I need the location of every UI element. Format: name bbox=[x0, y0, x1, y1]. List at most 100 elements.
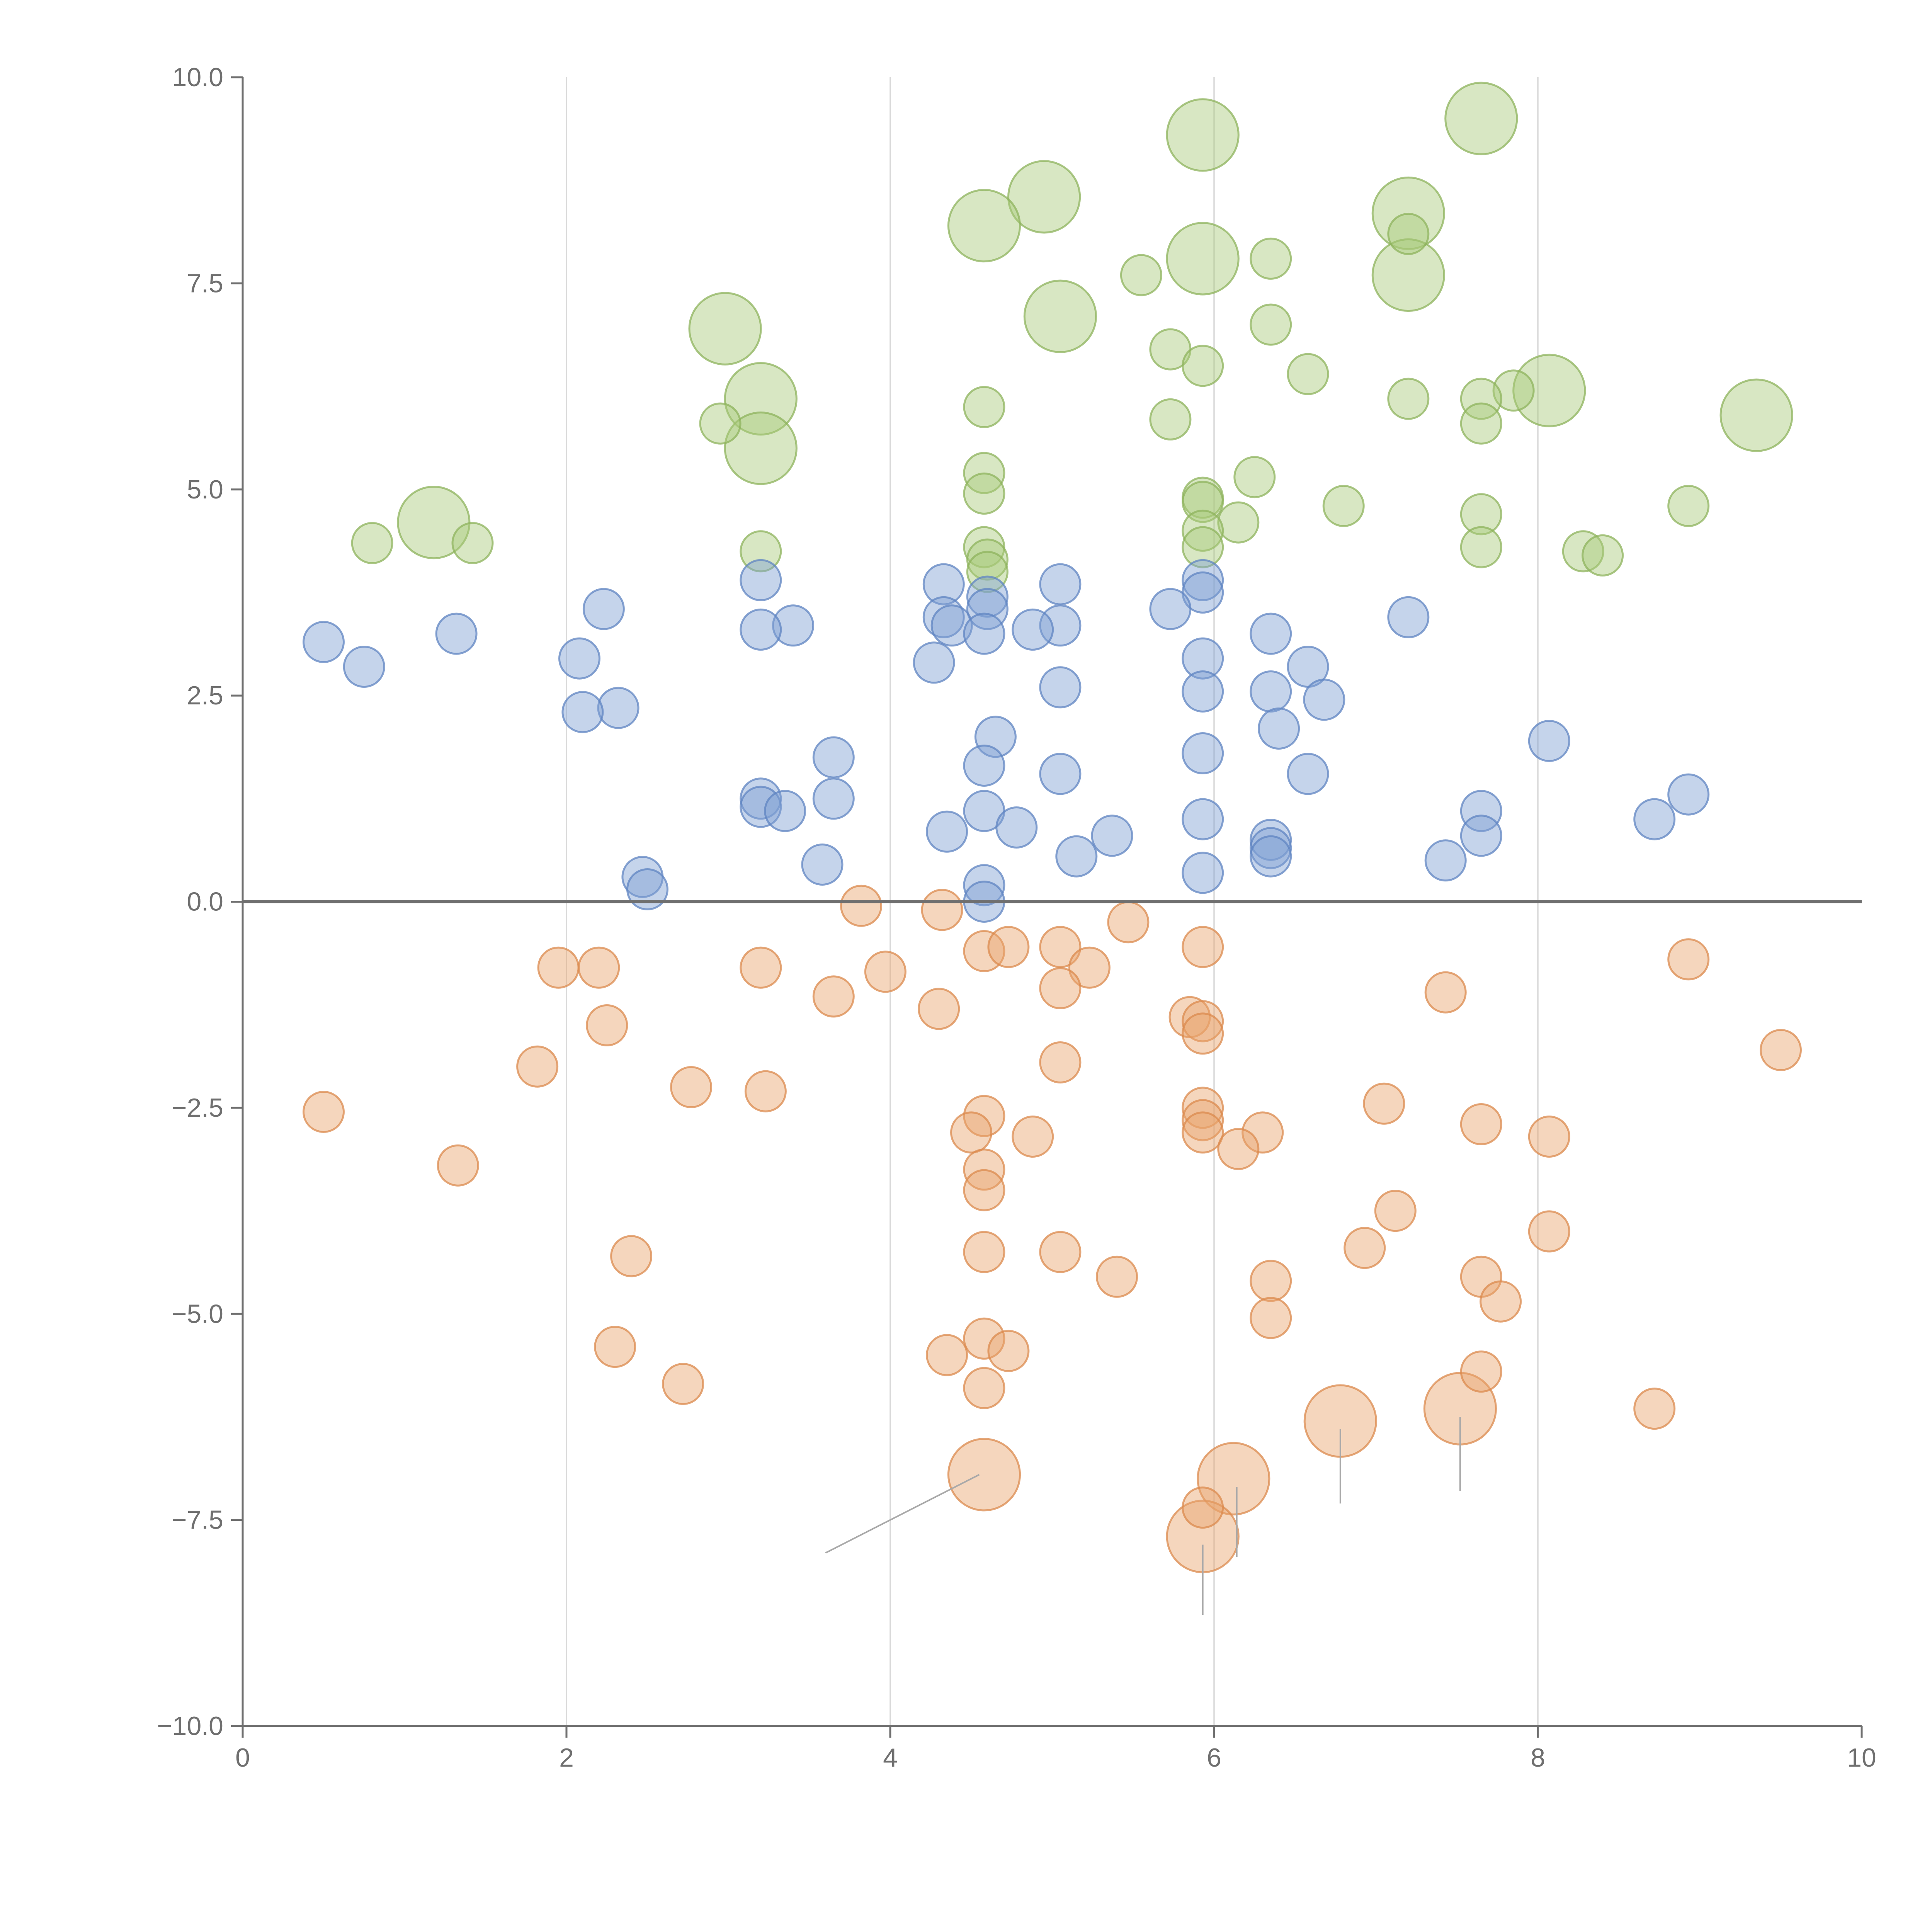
point-orange bbox=[586, 1004, 628, 1046]
point-green bbox=[1250, 237, 1292, 280]
point-orange bbox=[1344, 1227, 1386, 1269]
point-green bbox=[740, 530, 782, 573]
y-tick-label: −5.0 bbox=[172, 1299, 223, 1328]
point-green bbox=[1460, 402, 1502, 445]
point-green bbox=[966, 538, 1009, 581]
y-tick-label: 7.5 bbox=[187, 269, 223, 298]
point-orange bbox=[921, 889, 963, 931]
point-orange bbox=[963, 1317, 1005, 1360]
point-orange bbox=[670, 1066, 713, 1108]
point-orange bbox=[1182, 1486, 1224, 1529]
point-orange bbox=[963, 1231, 1005, 1273]
point-orange bbox=[740, 946, 782, 989]
point-orange bbox=[1424, 971, 1467, 1014]
point-green bbox=[1182, 526, 1224, 568]
y-tick-label: −2.5 bbox=[172, 1093, 223, 1122]
point-blue bbox=[764, 790, 806, 832]
point-orange bbox=[963, 1169, 1005, 1211]
point-orange bbox=[926, 1334, 968, 1376]
point-green bbox=[1387, 378, 1430, 420]
point-orange bbox=[1197, 1442, 1270, 1515]
point-blue bbox=[812, 777, 855, 820]
point-orange bbox=[516, 1045, 559, 1088]
point-blue bbox=[343, 646, 385, 688]
point-orange bbox=[1460, 1350, 1502, 1393]
point-green bbox=[1007, 160, 1081, 234]
point-green bbox=[1460, 378, 1502, 420]
point-orange bbox=[963, 1367, 1005, 1409]
point-orange bbox=[1374, 1190, 1417, 1232]
point-orange bbox=[1039, 926, 1082, 968]
point-blue bbox=[1287, 753, 1329, 795]
point-green bbox=[451, 522, 494, 564]
point-blue bbox=[435, 612, 478, 655]
point-green bbox=[1444, 82, 1518, 155]
point-blue bbox=[1182, 637, 1224, 680]
point-orange bbox=[840, 884, 883, 927]
point-orange bbox=[1096, 1255, 1138, 1298]
point-green bbox=[1371, 238, 1445, 312]
point-green bbox=[1166, 98, 1240, 172]
point-green bbox=[1387, 213, 1430, 255]
point-orange bbox=[594, 1326, 636, 1368]
point-orange bbox=[1250, 1260, 1292, 1302]
point-green bbox=[1287, 353, 1329, 395]
point-green bbox=[1182, 481, 1224, 523]
point-blue bbox=[1149, 588, 1192, 630]
x-tick-label: 4 bbox=[883, 1743, 898, 1772]
point-blue bbox=[1182, 852, 1224, 894]
point-blue bbox=[1460, 790, 1502, 832]
point-green bbox=[1217, 501, 1260, 544]
point-green bbox=[1667, 485, 1710, 527]
point-blue bbox=[1387, 596, 1430, 638]
x-tick-label: 10 bbox=[1847, 1743, 1876, 1772]
point-orange bbox=[987, 926, 1030, 968]
point-orange bbox=[1182, 1111, 1224, 1154]
point-orange bbox=[1250, 1297, 1292, 1339]
axes: −10.0 −7.5 −5.0 −2.5 0.0 2.5 5.0 7.5 10.0 0 2 4 6 8 10 bbox=[157, 63, 1876, 1772]
point-green bbox=[1512, 354, 1586, 427]
point-green bbox=[1492, 369, 1535, 412]
point-blue bbox=[1258, 707, 1300, 750]
point-blue bbox=[963, 864, 1005, 906]
point-orange bbox=[1012, 1116, 1054, 1158]
point-green bbox=[699, 402, 742, 445]
point-blue bbox=[1039, 563, 1082, 605]
point-green bbox=[1149, 398, 1192, 440]
point-orange bbox=[1039, 1041, 1082, 1083]
point-orange bbox=[1242, 1111, 1284, 1154]
point-blue bbox=[1460, 815, 1502, 857]
point-blue bbox=[1182, 670, 1224, 713]
point-orange bbox=[1480, 1280, 1522, 1323]
y-tick-label: −7.5 bbox=[172, 1505, 223, 1535]
point-orange bbox=[812, 975, 855, 1018]
point-orange bbox=[1528, 1116, 1570, 1158]
point-blue bbox=[922, 563, 965, 605]
point-orange bbox=[1363, 1082, 1405, 1125]
point-blue bbox=[303, 621, 345, 663]
y-tick-label: 10.0 bbox=[172, 63, 223, 92]
point-orange bbox=[303, 1091, 345, 1133]
point-green bbox=[1023, 279, 1097, 353]
point-orange bbox=[1633, 1388, 1676, 1430]
point-blue bbox=[926, 810, 968, 853]
point-green bbox=[724, 412, 798, 485]
point-orange bbox=[1528, 1210, 1570, 1253]
point-orange bbox=[1760, 1029, 1802, 1071]
point-blue bbox=[1250, 612, 1292, 655]
point-orange bbox=[662, 1363, 704, 1405]
data-points bbox=[303, 82, 1802, 1573]
point-blue bbox=[913, 641, 955, 684]
point-blue bbox=[1424, 839, 1467, 882]
point-orange bbox=[437, 1144, 479, 1187]
point-green bbox=[1166, 222, 1240, 296]
point-blue bbox=[1528, 720, 1570, 762]
point-green bbox=[963, 386, 1005, 428]
point-orange bbox=[537, 946, 580, 989]
point-orange bbox=[1039, 967, 1082, 1009]
point-green bbox=[963, 472, 1005, 515]
point-blue bbox=[974, 716, 1017, 758]
point-blue bbox=[812, 736, 855, 779]
point-blue bbox=[626, 868, 668, 910]
